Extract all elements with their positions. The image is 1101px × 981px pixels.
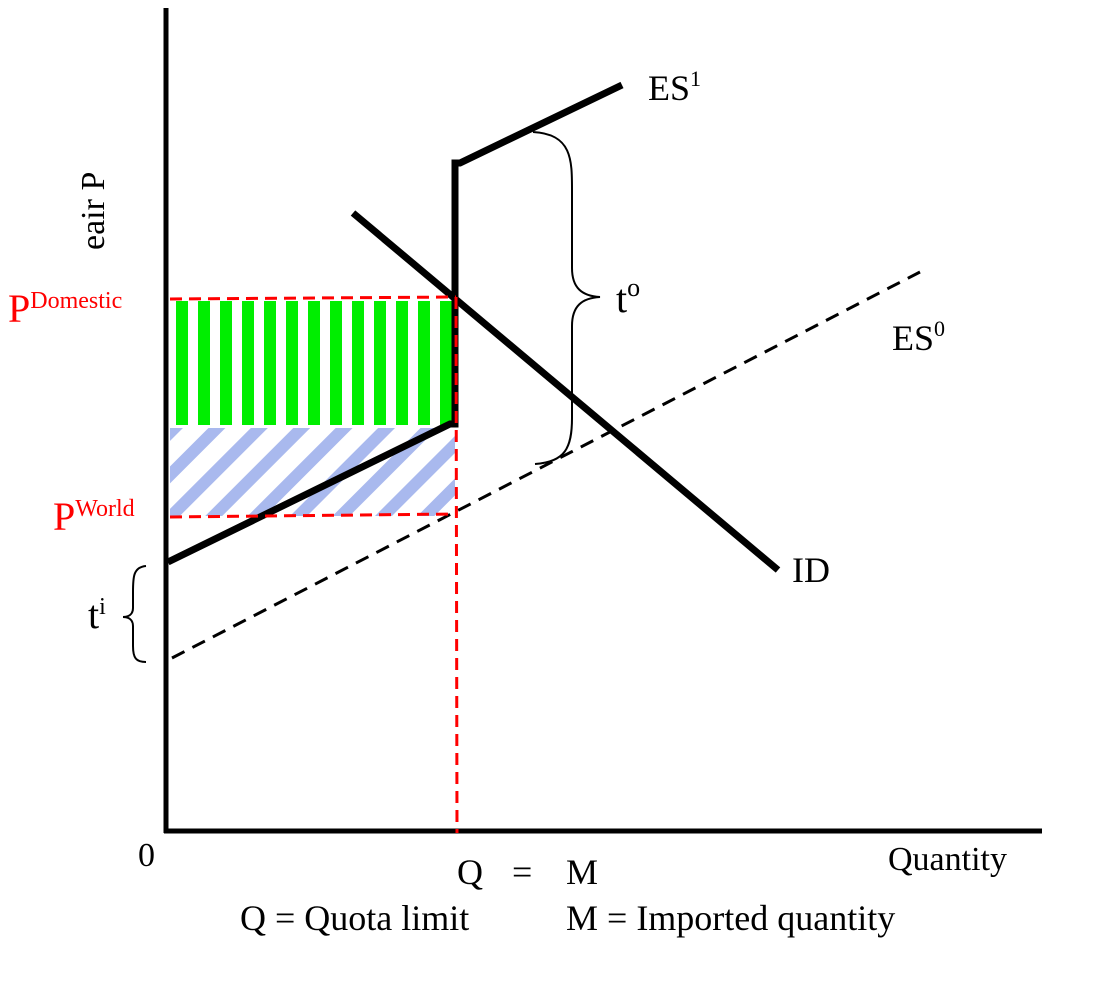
origin-label: 0 bbox=[138, 837, 155, 874]
p-domestic-line bbox=[169, 295, 457, 301]
t-out-label: to bbox=[616, 273, 640, 321]
t-out-sup: o bbox=[627, 273, 640, 302]
es1-sup: 1 bbox=[690, 66, 701, 91]
quota-line bbox=[454, 296, 459, 834]
es0-label: ES0 bbox=[892, 316, 945, 358]
es1-label: ES1 bbox=[648, 66, 701, 108]
t-out-base: t bbox=[616, 276, 627, 321]
es1-curve bbox=[166, 81, 624, 566]
es0-curve bbox=[171, 270, 921, 660]
x-axis-label: Quantity bbox=[888, 841, 1007, 878]
p-world-line bbox=[169, 512, 457, 519]
p-domestic-sup: Domestic bbox=[30, 288, 122, 314]
m-label: M bbox=[566, 852, 598, 892]
es0-base: ES bbox=[892, 318, 934, 358]
t-in-label: ti bbox=[88, 592, 106, 637]
domestic-rent-area bbox=[170, 301, 455, 425]
quota-legend: Q = Quota limit bbox=[240, 898, 469, 938]
p-domestic-label: PDomestic bbox=[8, 286, 122, 331]
p-domestic-base: P bbox=[8, 286, 30, 331]
y-axis-label: eair P bbox=[75, 172, 112, 250]
q-label: Q bbox=[457, 852, 483, 892]
p-world-label: PWorld bbox=[53, 494, 135, 539]
equals-label: = bbox=[512, 852, 532, 892]
t-in-base: t bbox=[88, 592, 99, 637]
t-in-brace bbox=[122, 565, 147, 663]
p-world-sup: World bbox=[75, 496, 134, 522]
t-in-sup: i bbox=[99, 594, 106, 620]
import-legend: M = Imported quantity bbox=[566, 898, 895, 938]
es1-base: ES bbox=[648, 68, 690, 108]
id-label: ID bbox=[792, 550, 830, 590]
es0-sup: 0 bbox=[934, 316, 945, 341]
id-curve bbox=[350, 210, 781, 573]
p-world-base: P bbox=[53, 494, 75, 539]
t-out-brace bbox=[532, 131, 601, 465]
